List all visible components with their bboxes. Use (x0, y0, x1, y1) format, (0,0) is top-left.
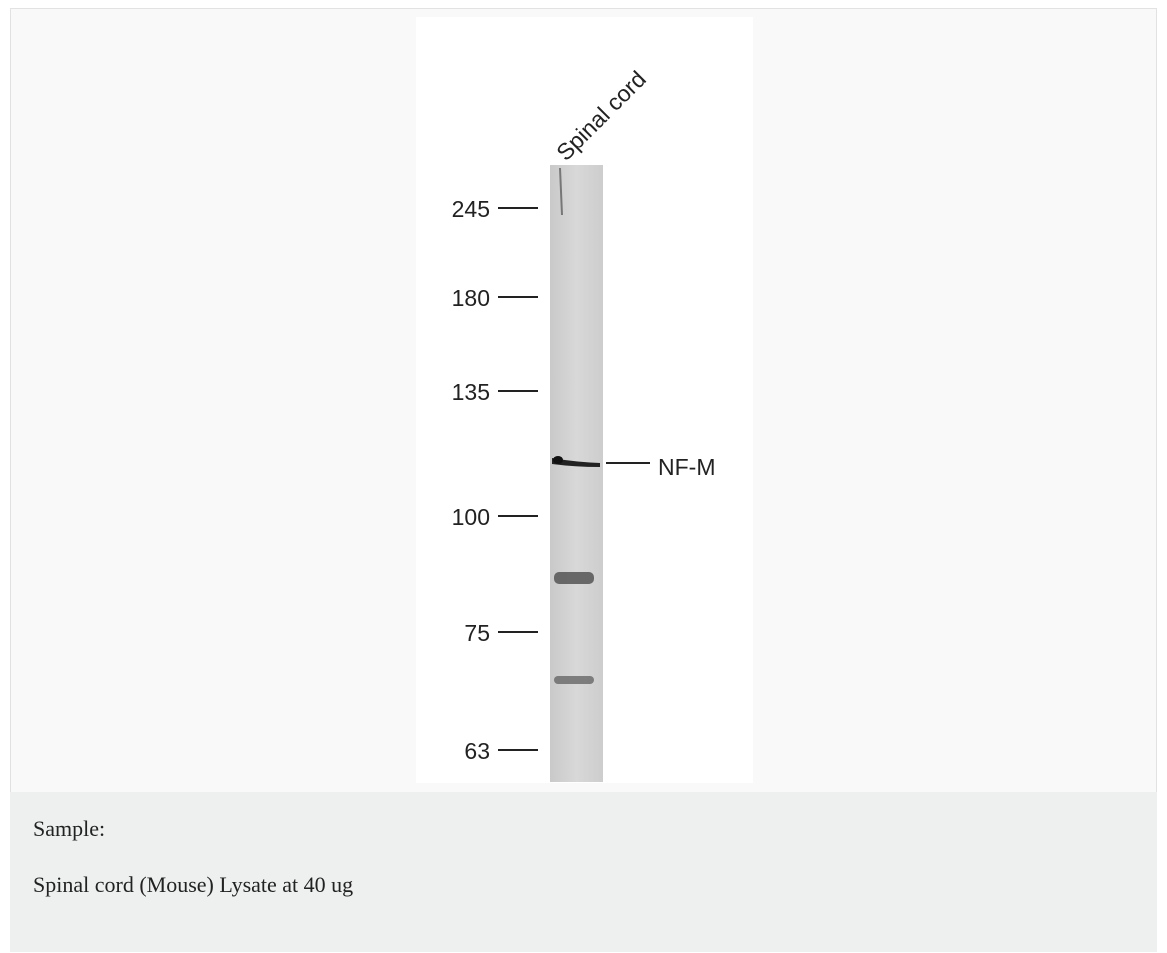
marker-label: 245 (452, 196, 490, 222)
band (553, 456, 563, 464)
marker-label: 100 (452, 504, 490, 530)
lane (550, 165, 603, 782)
marker-label: 135 (452, 379, 490, 405)
caption-heading: Sample: (33, 816, 105, 842)
band-label: NF-M (658, 454, 715, 480)
marker-label: 75 (464, 620, 490, 646)
caption-panel: Sample: Spinal cord (Mouse) Lysate at 40… (10, 792, 1157, 952)
band (554, 676, 594, 684)
marker-label: 180 (452, 285, 490, 311)
caption-text: Spinal cord (Mouse) Lysate at 40 ug (33, 872, 353, 898)
band (554, 572, 594, 584)
marker-label: 63 (464, 738, 490, 764)
page: Spinal cord NF-M 2451801351007563 Sample… (0, 0, 1167, 953)
